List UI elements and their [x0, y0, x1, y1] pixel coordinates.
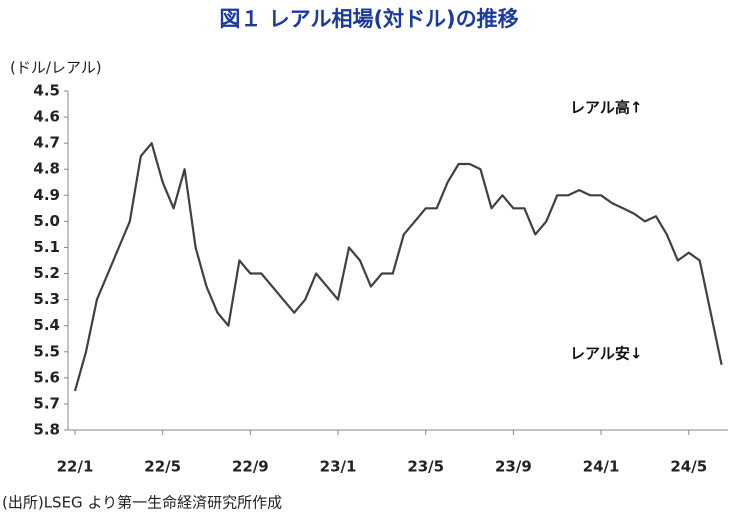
chart-title: 図１ レアル相場(対ドル)の推移 — [219, 7, 518, 31]
x-tick-label: 22/9 — [232, 458, 269, 476]
y-tick-label: 5.3 — [33, 290, 60, 308]
y-tick-label: 5.7 — [33, 394, 60, 412]
y-tick-label: 4.7 — [33, 134, 60, 152]
y-tick-label: 4.8 — [33, 160, 60, 178]
x-tick-label: 23/5 — [407, 458, 444, 476]
y-tick-label: 5.8 — [33, 421, 60, 439]
y-tick-label: 5.6 — [33, 368, 60, 386]
annotation: レアル安↓ — [570, 345, 642, 363]
y-axis-label: (ドル/レアル) — [10, 59, 102, 77]
y-tick-label: 5.1 — [33, 238, 60, 256]
x-tick-label: 24/5 — [670, 458, 707, 476]
x-tick-label: 22/5 — [144, 458, 181, 476]
x-tick-label: 24/1 — [583, 458, 620, 476]
y-tick-label: 5.4 — [33, 316, 60, 334]
y-tick-label: 4.6 — [33, 108, 60, 126]
x-tick-label: 22/1 — [57, 458, 94, 476]
y-tick-label: 4.5 — [33, 82, 60, 100]
annotation: レアル高↑ — [570, 99, 642, 117]
source-note: (出所)LSEG より第一生命経済研究所作成 — [2, 494, 282, 512]
x-tick-label: 23/9 — [495, 458, 532, 476]
price-line — [73, 142, 723, 392]
x-tick-label: 23/1 — [320, 458, 357, 476]
y-tick-label: 5.5 — [33, 342, 60, 360]
y-tick-label: 4.9 — [33, 186, 60, 204]
y-tick-label: 5.2 — [33, 264, 60, 282]
y-tick-label: 5.0 — [33, 212, 60, 230]
